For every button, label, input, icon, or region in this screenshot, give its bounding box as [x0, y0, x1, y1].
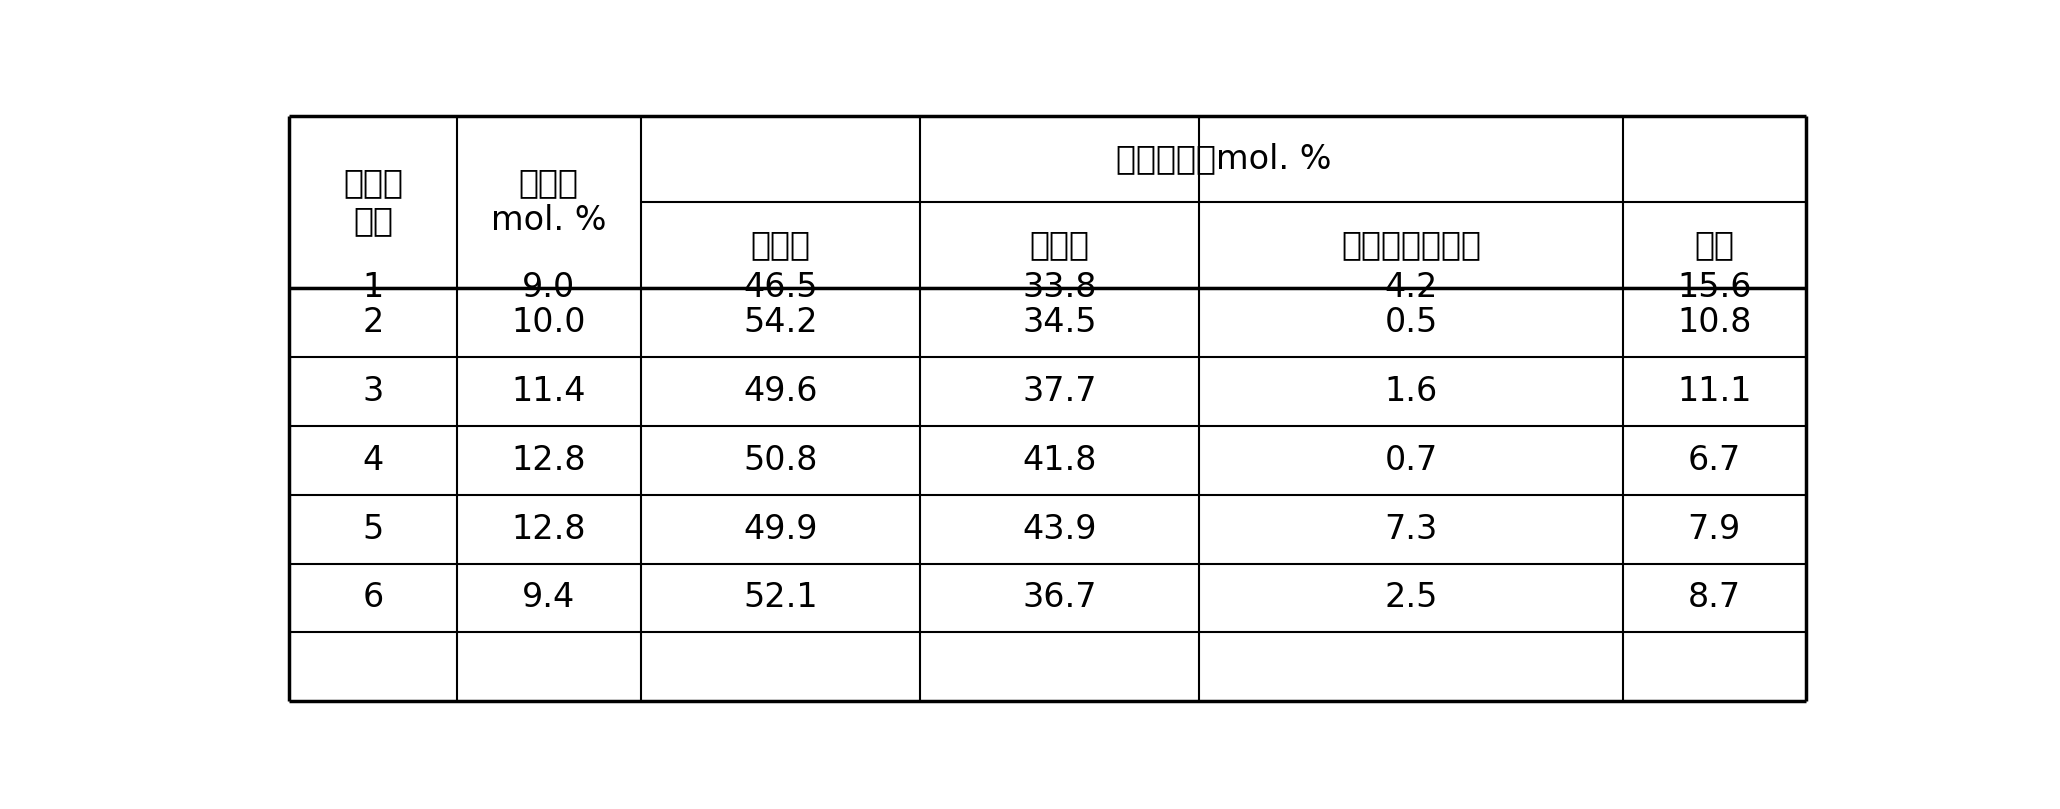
Text: 49.6: 49.6: [744, 375, 818, 408]
Text: 34.5: 34.5: [1022, 306, 1098, 339]
Text: 10.0: 10.0: [511, 306, 587, 339]
Text: 33.8: 33.8: [1022, 272, 1096, 304]
Text: 0.7: 0.7: [1384, 443, 1438, 477]
Text: 36.7: 36.7: [1022, 582, 1098, 615]
Text: 12.8: 12.8: [511, 513, 587, 545]
Text: 其他: 其他: [1693, 228, 1735, 261]
Text: 催化剂
序号: 催化剂 序号: [344, 167, 404, 238]
Text: 50.8: 50.8: [744, 443, 818, 477]
Text: 7.9: 7.9: [1687, 513, 1741, 545]
Text: 46.5: 46.5: [744, 272, 818, 304]
Text: 转化率
mol. %: 转化率 mol. %: [490, 167, 606, 238]
Text: 41.8: 41.8: [1022, 443, 1096, 477]
Text: 1: 1: [363, 272, 383, 304]
Text: 12.8: 12.8: [511, 443, 587, 477]
Text: 43.9: 43.9: [1022, 513, 1098, 545]
Text: 4.2: 4.2: [1384, 272, 1438, 304]
Text: 环己酮: 环己酮: [1030, 228, 1090, 261]
Text: 产物分布，mol. %: 产物分布，mol. %: [1117, 142, 1331, 176]
Text: 3: 3: [363, 375, 383, 408]
Text: 0.5: 0.5: [1384, 306, 1438, 339]
Text: 4: 4: [363, 443, 383, 477]
Text: 2: 2: [363, 306, 383, 339]
Text: 49.9: 49.9: [744, 513, 818, 545]
Text: 环己醇: 环己醇: [750, 228, 810, 261]
Text: 5: 5: [363, 513, 383, 545]
Text: 10.8: 10.8: [1677, 306, 1751, 339]
Text: 1.6: 1.6: [1384, 375, 1438, 408]
Text: 9.4: 9.4: [523, 582, 575, 615]
Text: 37.7: 37.7: [1022, 375, 1098, 408]
Text: 环己基过氧化氢: 环己基过氧化氢: [1341, 228, 1481, 261]
Text: 52.1: 52.1: [744, 582, 818, 615]
Text: 15.6: 15.6: [1677, 272, 1751, 304]
Text: 6: 6: [363, 582, 383, 615]
Text: 8.7: 8.7: [1687, 582, 1741, 615]
Text: 11.1: 11.1: [1677, 375, 1751, 408]
Text: 7.3: 7.3: [1384, 513, 1438, 545]
Text: 9.0: 9.0: [523, 272, 575, 304]
Text: 6.7: 6.7: [1687, 443, 1741, 477]
Text: 54.2: 54.2: [744, 306, 818, 339]
Text: 11.4: 11.4: [511, 375, 587, 408]
Text: 2.5: 2.5: [1384, 582, 1438, 615]
